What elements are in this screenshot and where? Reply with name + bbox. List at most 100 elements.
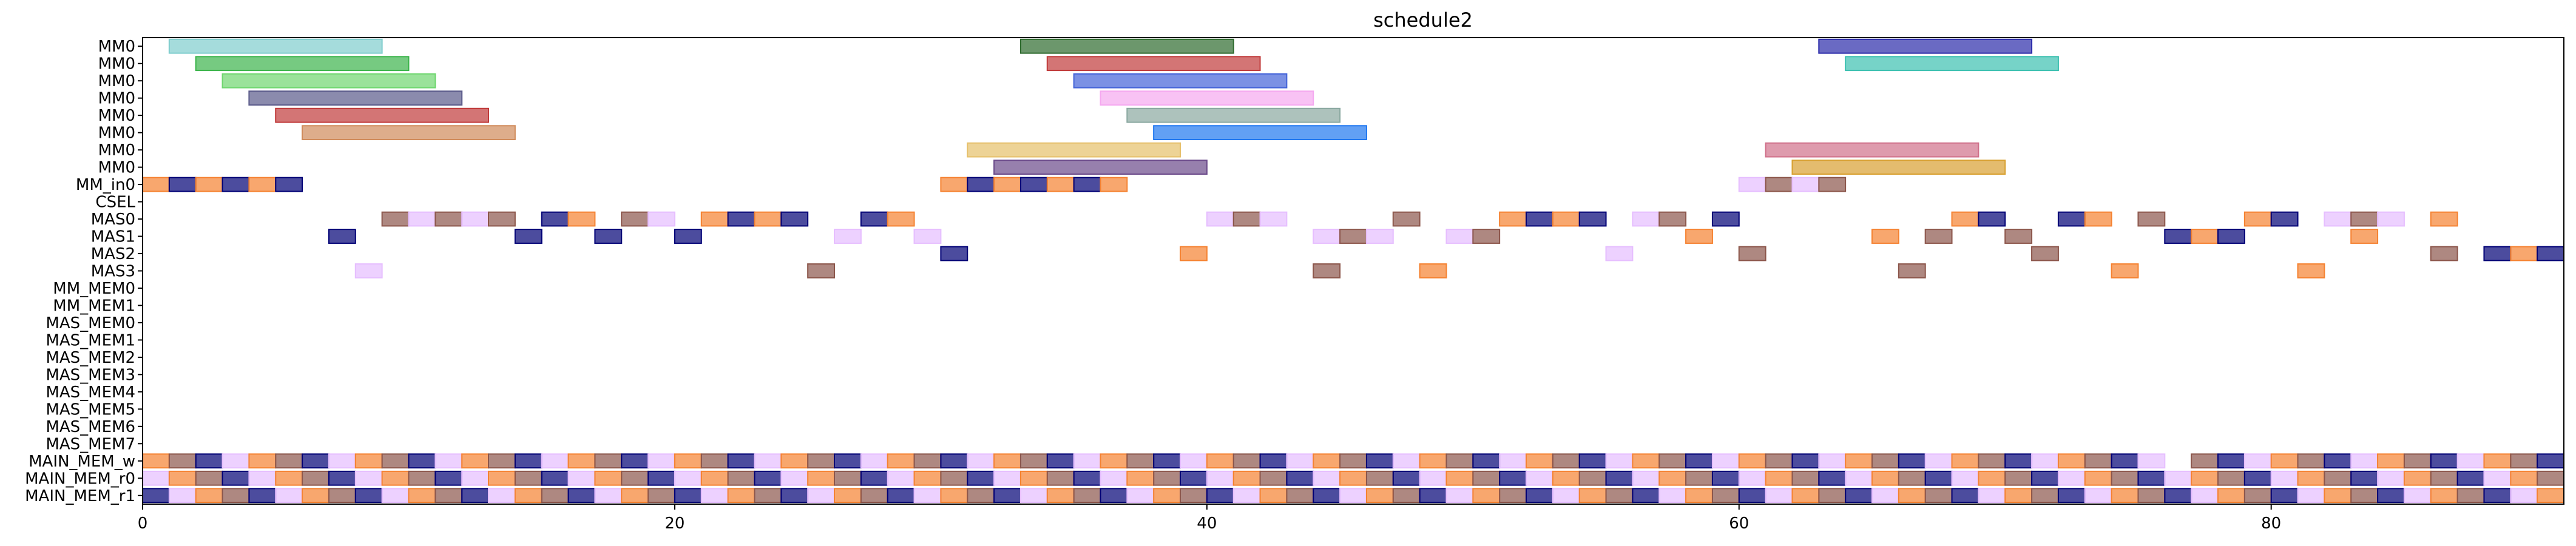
task-bar-main_mem_r1 (700, 488, 729, 504)
task-bar-main_mem_r0 (2243, 470, 2272, 486)
task-bar-main_mem_r1 (1073, 488, 1101, 504)
task-bar-main_mem_r1 (913, 488, 942, 504)
task-bar-main_mem_r0 (1126, 470, 1155, 486)
task-bar-mas0 (727, 211, 756, 227)
task-bar-mm0 (168, 38, 383, 54)
task-bar-mas0 (2243, 211, 2272, 227)
task-bar-main_mem_w (2537, 453, 2564, 469)
task-bar-main_mem_w (1153, 453, 1181, 469)
task-bar-mas1 (913, 229, 942, 244)
task-bar-main_mem_r1 (1232, 488, 1261, 504)
y-tick-label: MM0 (98, 72, 135, 90)
y-tick-label: MAIN_MEM_r0 (25, 470, 135, 488)
task-bar-main_mem_w (967, 453, 995, 469)
task-bar-main_mem_r1 (1472, 488, 1501, 504)
task-bar-mm0 (1100, 90, 1314, 106)
task-bar-main_mem_r0 (1951, 470, 1979, 486)
task-bar-main_mem_r1 (1365, 488, 1394, 504)
task-bar-main_mem_r0 (1871, 470, 1899, 486)
y-tick-label: MAS_MEM2 (46, 349, 135, 367)
task-bar-main_mem_w (1180, 453, 1208, 469)
task-bar-main_mem_r0 (2004, 470, 2033, 486)
task-bar-main_mem_r0 (1499, 470, 1527, 486)
task-bar-main_mem_w (1472, 453, 1501, 469)
task-bar-mas1 (1924, 229, 1953, 244)
task-bar-main_mem_r1 (2217, 488, 2245, 504)
task-bar-main_mem_r0 (2456, 470, 2485, 486)
task-bar-main_mem_r1 (1445, 488, 1474, 504)
task-bar-mas2 (940, 246, 969, 261)
task-bar-main_mem_r1 (248, 488, 277, 504)
task-bar-main_mem_r1 (142, 488, 170, 504)
y-tick-label: MAIN_MEM_w (29, 453, 135, 471)
task-bar-mas2 (1738, 246, 1766, 261)
task-bar-main_mem_r0 (913, 470, 942, 486)
task-bar-main_mem_r1 (1632, 488, 1660, 504)
task-bar-mas1 (1685, 229, 1713, 244)
task-bar-mas1 (1339, 229, 1367, 244)
task-bar-mm0 (1153, 125, 1367, 141)
task-bar-mm0 (993, 160, 1208, 175)
task-bar-mas0 (1206, 211, 1234, 227)
task-bar-main_mem_r0 (1365, 470, 1394, 486)
task-bar-main_mem_r1 (1499, 488, 1527, 504)
task-bar-main_mem_w (940, 453, 969, 469)
task-bar-mas1 (674, 229, 702, 244)
task-bar-mm_in0 (1818, 177, 1847, 192)
task-bar-main_mem_r0 (168, 470, 197, 486)
task-bar-main_mem_r1 (541, 488, 569, 504)
task-bar-main_mem_r1 (1046, 488, 1075, 504)
task-bar-main_mem_r1 (1818, 488, 1847, 504)
task-bar-main_mem_w (2403, 453, 2432, 469)
task-bar-mas3 (1898, 263, 1926, 278)
task-bar-main_mem_r1 (1206, 488, 1234, 504)
task-bar-mas2 (2510, 246, 2538, 261)
task-bar-main_mem_r1 (1100, 488, 1128, 504)
task-bar-main_mem_r1 (780, 488, 809, 504)
task-bar-mas0 (780, 211, 809, 227)
task-bar-main_mem_r0 (1711, 470, 1740, 486)
task-bar-main_mem_w (381, 453, 410, 469)
task-bar-mm0 (221, 73, 436, 89)
task-bar-mas0 (1632, 211, 1660, 227)
task-bar-main_mem_w (302, 453, 330, 469)
task-bar-mm0 (967, 142, 1181, 158)
task-bar-mas1 (1445, 229, 1474, 244)
y-tick-label: MAIN_MEM_r1 (25, 487, 135, 505)
task-bar-mm0 (1791, 160, 2006, 175)
task-bar-mas0 (2270, 211, 2299, 227)
task-bar-main_mem_r1 (2403, 488, 2432, 504)
task-bar-main_mem_r1 (2191, 488, 2219, 504)
task-bar-main_mem_r0 (1552, 470, 1580, 486)
task-bar-main_mem_r0 (567, 470, 596, 486)
task-bar-mas3 (2111, 263, 2139, 278)
y-tick-label: MAS1 (91, 228, 135, 246)
task-bar-main_mem_r0 (1898, 470, 1926, 486)
task-bar-main_mem_w (408, 453, 436, 469)
task-bar-main_mem_r1 (674, 488, 702, 504)
task-bar-mas1 (2217, 229, 2245, 244)
task-bar-main_mem_w (2031, 453, 2059, 469)
task-bar-main_mem_r0 (1419, 470, 1447, 486)
task-bar-main_mem_r0 (1765, 470, 1793, 486)
task-bar-main_mem_r1 (1924, 488, 1953, 504)
task-bar-mas0 (647, 211, 675, 227)
task-bar-main_mem_r1 (807, 488, 835, 504)
task-bar-main_mem_r0 (1791, 470, 1820, 486)
task-bar-main_mem_w (2084, 453, 2112, 469)
task-bar-main_mem_w (807, 453, 835, 469)
task-bar-main_mem_r1 (2537, 488, 2564, 504)
task-bar-main_mem_r0 (275, 470, 303, 486)
task-bar-mas0 (381, 211, 410, 227)
task-bar-main_mem_r1 (1392, 488, 1421, 504)
task-bar-main_mem_w (2057, 453, 2086, 469)
task-bar-main_mem_w (2324, 453, 2352, 469)
task-bar-main_mem_r0 (2350, 470, 2379, 486)
task-bar-main_mem_w (780, 453, 809, 469)
task-bar-main_mem_w (594, 453, 623, 469)
task-bar-main_mem_w (754, 453, 782, 469)
task-bar-main_mem_r0 (940, 470, 969, 486)
task-bar-main_mem_r1 (1259, 488, 1288, 504)
task-bar-mm_in0 (221, 177, 250, 192)
task-bar-main_mem_w (1259, 453, 1288, 469)
